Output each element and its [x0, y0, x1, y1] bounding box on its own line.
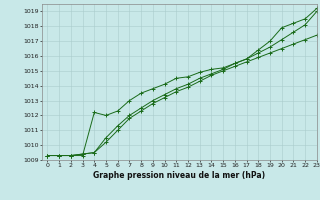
X-axis label: Graphe pression niveau de la mer (hPa): Graphe pression niveau de la mer (hPa) [93, 171, 265, 180]
